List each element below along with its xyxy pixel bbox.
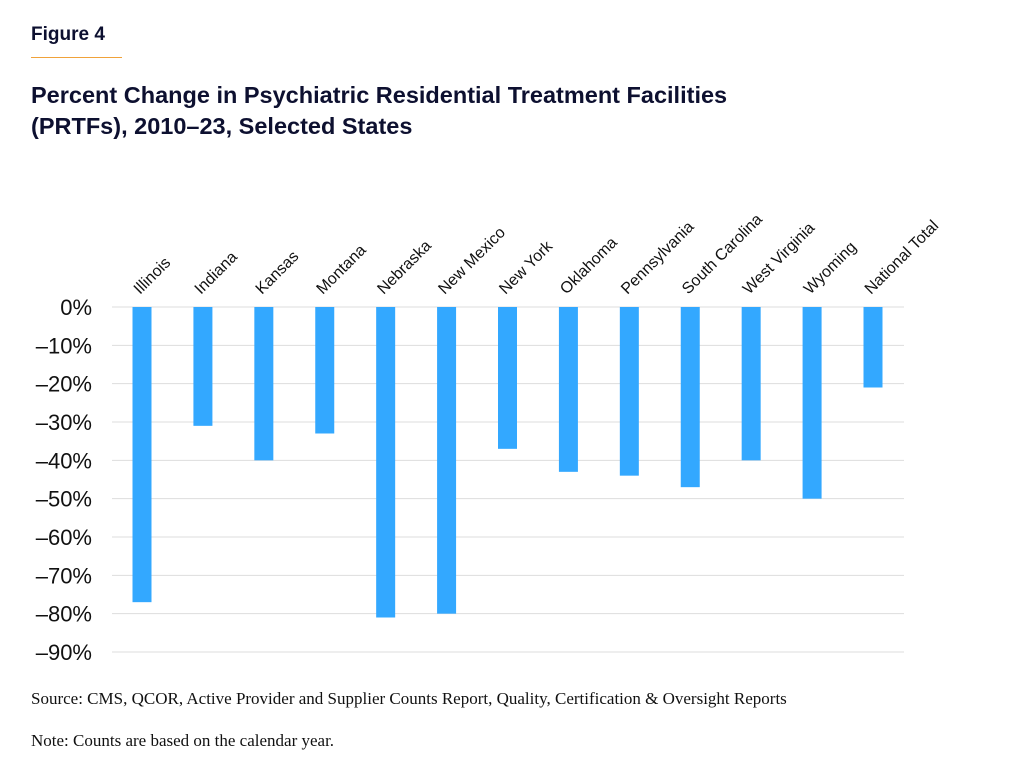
y-axis-tick-labels: 0% –10% –20% –30% –40% –50% –60% –70% –80% –90% — [36, 295, 92, 665]
y-tick-label: –70% — [36, 563, 92, 588]
chart-title: Percent Change in Psychiatric Residentia… — [31, 80, 931, 142]
y-tick-label: –80% — [36, 602, 92, 627]
category-label: Montana — [314, 242, 370, 298]
y-tick-label: –20% — [36, 372, 92, 397]
bar-national-total — [863, 307, 883, 388]
y-tick-label: –10% — [36, 333, 92, 358]
category-label: Oklahoma — [557, 234, 621, 298]
bar-indiana — [193, 307, 213, 426]
category-label: Kansas — [253, 248, 303, 298]
bars — [132, 307, 883, 618]
category-label: Nebraska — [374, 237, 435, 298]
bar-wyoming — [802, 307, 822, 499]
bar-west-virginia — [741, 307, 761, 461]
bar-south-carolina — [680, 307, 700, 488]
gridlines — [112, 306, 904, 653]
category-label: Indiana — [192, 249, 241, 298]
bar-pennsylvania — [619, 307, 639, 476]
bar-new-york — [498, 307, 517, 449]
bar-oklahoma — [558, 307, 578, 472]
bar-montana — [315, 307, 335, 434]
footnote: Note: Counts are based on the calendar y… — [31, 731, 335, 750]
y-tick-label: –40% — [36, 448, 92, 473]
category-label: New York — [496, 237, 557, 298]
y-tick-label: 0% — [60, 295, 92, 320]
bar-nebraska — [376, 307, 396, 618]
category-label: National Total — [862, 217, 942, 297]
chart-title-line-2: (PRTFs), 2010–23, Selected States — [31, 113, 413, 139]
category-label: Illinois — [131, 254, 174, 297]
y-tick-label: –60% — [36, 525, 92, 550]
bar-chart: 0% –10% –20% –30% –40% –50% –60% –70% –80% –90% I… — [36, 211, 942, 665]
bar-illinois — [132, 307, 152, 603]
figure-label-underline — [31, 57, 122, 58]
y-tick-label: –90% — [36, 640, 92, 665]
source-note: Source: CMS, QCOR, Active Provider and S… — [31, 689, 787, 708]
category-label: Wyoming — [801, 239, 860, 298]
y-tick-label: –50% — [36, 487, 92, 512]
y-tick-label: –30% — [36, 410, 92, 435]
bar-new-mexico — [437, 307, 457, 614]
figure-label: Figure 4 — [31, 24, 105, 45]
category-labels: Illinois Indiana Kansas Montana Nebraska New … — [131, 211, 942, 298]
bar-kansas — [254, 307, 274, 461]
chart-title-line-1: Percent Change in Psychiatric Residentia… — [31, 82, 728, 108]
